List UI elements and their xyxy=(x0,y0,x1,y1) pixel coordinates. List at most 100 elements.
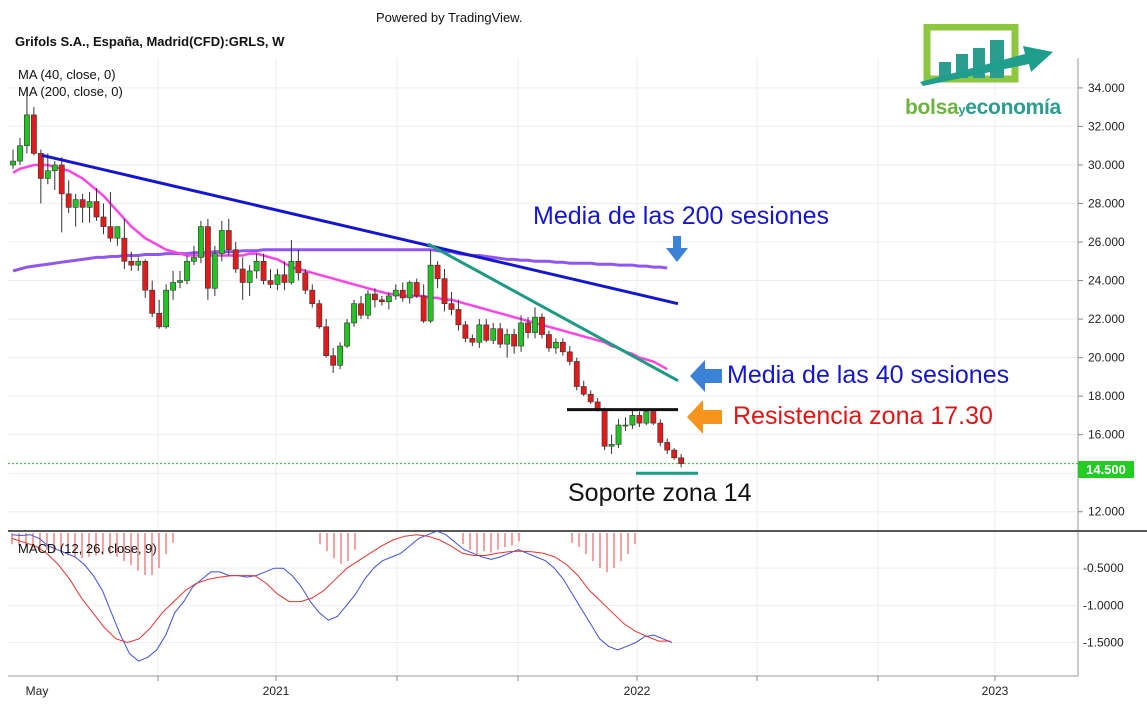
powered-by-label[interactable]: Powered by TradingView. xyxy=(376,10,523,25)
candle-body xyxy=(337,345,344,366)
candle-body xyxy=(72,199,79,208)
annotation-support: Soporte zona 14 xyxy=(568,479,752,507)
y-tick-label: 26.000 xyxy=(1088,235,1125,249)
candle-body xyxy=(587,393,594,403)
candle-body xyxy=(24,114,30,146)
candle-body xyxy=(163,289,170,328)
annotation-resistance: Resistencia zona 17.30 xyxy=(733,402,993,430)
y-tick-label: 18.000 xyxy=(1088,389,1125,403)
bolsayeconomia-logo: bolsayeconomía xyxy=(905,24,1061,124)
candle-body xyxy=(295,260,302,274)
candle-body xyxy=(573,361,580,387)
candle-body xyxy=(608,444,615,447)
candle-body xyxy=(253,260,260,272)
candle-body xyxy=(218,230,225,254)
candle-body xyxy=(351,303,357,324)
candle-body xyxy=(260,260,267,281)
candle-body xyxy=(385,295,392,303)
candle-body xyxy=(434,264,441,279)
candle-body xyxy=(302,272,309,291)
candle-body xyxy=(643,411,650,424)
candle-body xyxy=(427,264,434,322)
candle-body xyxy=(17,145,23,162)
candle-body xyxy=(44,170,51,179)
candle-body xyxy=(580,386,587,395)
candle-body xyxy=(650,411,657,424)
blue-downtrend-line xyxy=(41,153,679,306)
last-price-tag: 14.500 xyxy=(1078,461,1134,478)
candle-body xyxy=(483,324,490,341)
candle-body xyxy=(191,257,197,262)
candle-body xyxy=(678,457,685,464)
candle-body xyxy=(323,326,330,356)
logo-graphic-icon xyxy=(920,24,1053,86)
macd-tick-label: -0.5000 xyxy=(1083,561,1124,575)
candle-body xyxy=(378,299,385,303)
candle-body xyxy=(232,249,239,270)
candle-body xyxy=(365,293,371,316)
candle-body xyxy=(316,303,323,328)
candle-body xyxy=(114,226,121,239)
x-tick-label: 2022 xyxy=(624,684,651,698)
y-tick-label: 12.000 xyxy=(1088,505,1125,519)
candle-body xyxy=(211,253,218,289)
y-tick-label: 34.000 xyxy=(1088,81,1125,95)
candle-body xyxy=(518,322,524,347)
candle-body xyxy=(448,303,455,310)
candle-body xyxy=(462,324,469,339)
candle-body xyxy=(399,289,406,299)
ma200-indicator-label[interactable]: MA (200, close, 0) xyxy=(18,84,123,99)
candle-body xyxy=(58,164,65,195)
candle-body xyxy=(511,334,518,347)
candle-body xyxy=(469,338,476,343)
candle-body xyxy=(344,322,350,347)
candle-body xyxy=(86,201,93,208)
candle-body xyxy=(156,313,163,328)
candle-body xyxy=(546,334,552,349)
annotation-ma200: Media de las 200 sesiones xyxy=(533,202,830,230)
candle-body xyxy=(184,260,190,281)
candle-body xyxy=(128,260,135,266)
candle-body xyxy=(671,449,678,459)
candle-body xyxy=(170,282,176,291)
annotation-ma40: Media de las 40 sesiones xyxy=(727,361,1010,389)
logo-word-y: y xyxy=(958,102,966,117)
candle-body xyxy=(51,164,58,172)
y-tick-label: 30.000 xyxy=(1088,158,1125,172)
y-tick-label: 28.000 xyxy=(1088,196,1125,210)
candle-body xyxy=(664,442,671,451)
candle-body xyxy=(406,282,413,299)
candle-body xyxy=(372,293,378,301)
candle-body xyxy=(532,316,538,333)
y-tick-label: 22.000 xyxy=(1088,312,1125,326)
macd-indicator-label[interactable]: MACD (12, 26, close, 9) xyxy=(18,541,157,556)
arrow-down-icon xyxy=(666,236,688,262)
candle-body xyxy=(392,289,399,297)
candle-body xyxy=(636,415,643,424)
candle-body xyxy=(539,316,545,335)
ma40-line xyxy=(12,163,668,371)
candle-body xyxy=(420,295,427,322)
candle-body xyxy=(559,341,566,353)
candle-body xyxy=(121,237,128,262)
candle-body xyxy=(413,282,420,297)
candle-body xyxy=(30,114,37,154)
teal-downtrend-line xyxy=(427,242,679,383)
candle-body xyxy=(566,351,573,362)
candle-body xyxy=(135,260,142,266)
candle-body xyxy=(497,328,504,345)
candle-body xyxy=(281,274,288,283)
candle-body xyxy=(330,355,337,366)
y-tick-label: 16.000 xyxy=(1088,428,1125,442)
candle-body xyxy=(504,334,511,345)
candle-body xyxy=(490,328,497,341)
ma40-indicator-label[interactable]: MA (40, close, 0) xyxy=(18,67,116,82)
macd-tick-label: -1.5000 xyxy=(1083,636,1124,650)
y-tick-label: 32.000 xyxy=(1088,119,1125,133)
candle-body xyxy=(455,309,462,326)
candle-body xyxy=(142,260,149,291)
candle-body xyxy=(476,324,483,343)
candle-body xyxy=(552,341,559,349)
candle-body xyxy=(239,268,246,283)
